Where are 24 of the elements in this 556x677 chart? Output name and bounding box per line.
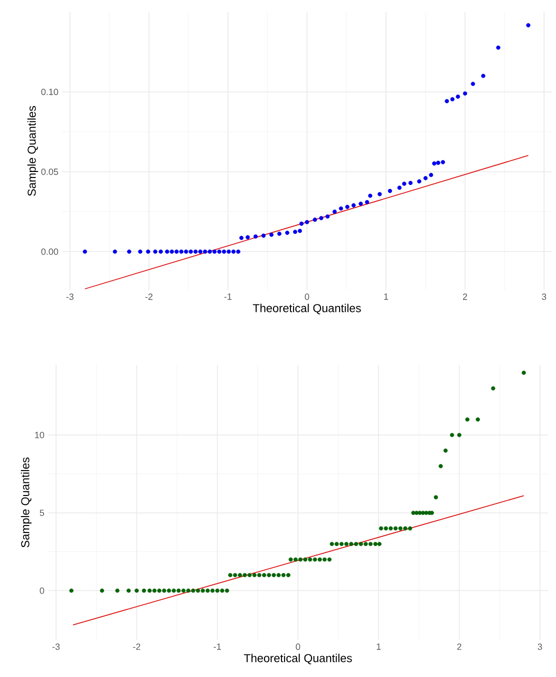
x-tick-label: 3 (542, 294, 546, 300)
y-tick-label: 10 (35, 432, 44, 438)
y-tick-label: 0.00 (41, 248, 58, 255)
x-axis-title: Theoretical Quantiles (244, 654, 352, 664)
x-tick-label: 0 (296, 644, 300, 650)
x-tick-label: -3 (52, 644, 60, 650)
x-tick-label: 2 (463, 294, 468, 300)
x-tick-label: -2 (133, 644, 140, 650)
x-tick-label: -1 (224, 294, 232, 300)
x-tick-label: -1 (214, 644, 221, 650)
y-tick-label: 0.05 (41, 168, 58, 175)
x-tick-label: 1 (376, 644, 381, 650)
y-axis-title: Sample Quantiles (27, 106, 38, 196)
y-tick-label: 0.10 (41, 88, 58, 96)
x-tick-label: 1 (384, 294, 388, 300)
x-axis-title: Theoretical Quantiles (252, 304, 361, 314)
x-tick-label: -3 (66, 294, 74, 300)
x-tick-label: 0 (304, 294, 310, 300)
y-axis-title: Sample Quantiles (20, 458, 32, 548)
x-tick-label: 3 (538, 644, 542, 650)
y-tick-label: 5 (40, 510, 44, 516)
x-tick-label: -2 (145, 294, 152, 300)
y-tick-label: 0 (40, 587, 44, 594)
x-tick-label: 2 (457, 644, 462, 650)
